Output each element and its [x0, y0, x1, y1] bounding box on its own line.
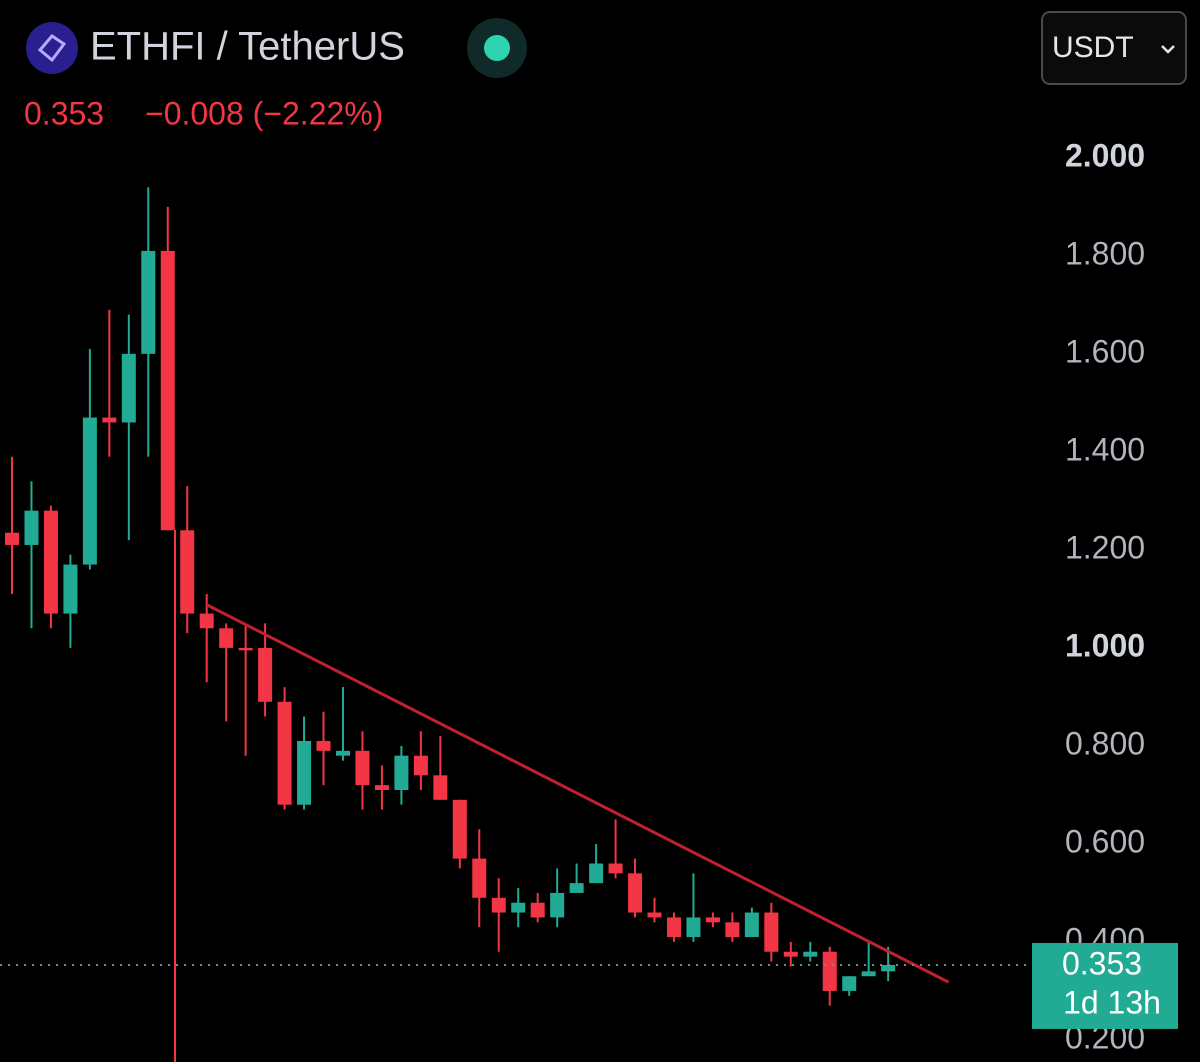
candle-body	[452, 799, 467, 859]
y-tick-label: 2.000	[1065, 137, 1145, 173]
y-tick-label: 0.800	[1065, 725, 1145, 761]
y-tick-label: 1.400	[1065, 431, 1145, 467]
candle-body	[433, 775, 448, 800]
candle-body	[413, 755, 428, 776]
candle-body	[764, 912, 779, 952]
candle-body	[24, 510, 39, 545]
candle-body	[180, 530, 195, 614]
candle-body	[705, 917, 720, 923]
candle-body	[608, 863, 623, 874]
candle-body	[725, 922, 740, 938]
symbol-title: ETHFI / TetherUS	[90, 25, 405, 69]
candle-body	[160, 250, 175, 531]
candle-body	[238, 647, 253, 651]
candle-body	[783, 951, 798, 957]
status-dot	[484, 35, 510, 61]
candle-body	[861, 971, 876, 977]
y-tick-label: 1.000	[1065, 627, 1145, 663]
dropdown-box[interactable]	[1041, 11, 1187, 85]
candle-body	[842, 976, 857, 991]
candle-body	[647, 912, 662, 918]
candle-body	[355, 750, 370, 786]
candle-body	[666, 917, 681, 938]
countdown-label: 1d 13h	[1063, 984, 1161, 1020]
candle-body	[277, 701, 292, 805]
candle-body	[374, 785, 389, 791]
y-tick-label: 0.600	[1065, 823, 1145, 859]
candle-body	[394, 755, 409, 791]
candle-body	[219, 628, 234, 648]
candle-body	[822, 951, 837, 991]
candle-body	[569, 883, 584, 893]
candle-body	[744, 912, 759, 938]
currency-dropdown[interactable]: USDT	[1041, 11, 1187, 85]
current-price: 0.353	[24, 95, 104, 131]
y-tick-label: 1.200	[1065, 529, 1145, 565]
dropdown-caret[interactable]	[1161, 45, 1175, 54]
candle-body	[316, 740, 331, 751]
candle-body	[63, 564, 78, 614]
candle-body	[472, 858, 487, 898]
candle-body	[530, 902, 545, 918]
candle-body	[491, 897, 506, 913]
y-tick-label: 1.800	[1065, 235, 1145, 271]
candle-body	[199, 613, 214, 629]
candle-body	[686, 917, 701, 938]
last-price-label: 0.353	[1062, 945, 1142, 981]
candle-body	[258, 647, 273, 702]
candle-body	[628, 873, 643, 913]
last-price-box	[1032, 942, 1178, 1029]
price-change: −0.008 (−2.22%)	[145, 95, 383, 131]
candle-body	[297, 740, 312, 805]
candle-body	[141, 250, 156, 354]
candle-body	[5, 532, 19, 545]
candle-body	[881, 964, 896, 972]
candle-body	[43, 510, 58, 614]
candle-body	[589, 863, 604, 884]
candle-body	[550, 892, 565, 918]
candle-body	[82, 417, 97, 565]
y-tick-label: 1.600	[1065, 333, 1145, 369]
coin-icon	[26, 22, 78, 74]
candle-body	[102, 417, 117, 423]
coin-logo	[37, 34, 67, 63]
trendline	[206, 603, 950, 984]
candle-body	[335, 750, 350, 756]
candle-body	[121, 353, 136, 423]
candle-body	[511, 902, 526, 913]
currency-label[interactable]: USDT	[1052, 31, 1134, 64]
candle-body	[803, 951, 818, 957]
